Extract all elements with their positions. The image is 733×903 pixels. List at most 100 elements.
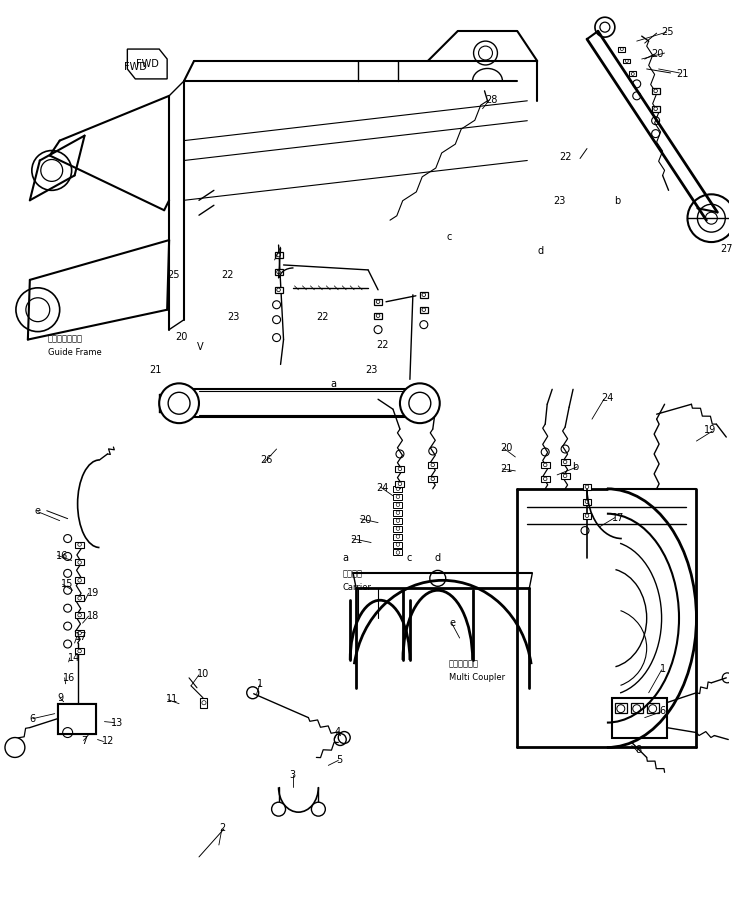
Text: 19: 19 [704, 424, 717, 434]
Text: 4: 4 [334, 726, 340, 736]
Bar [394, 550, 402, 556]
Bar [583, 499, 592, 505]
Text: 16: 16 [56, 551, 68, 561]
Text: 16: 16 [63, 672, 75, 682]
Text: 22: 22 [221, 270, 233, 280]
Bar [374, 313, 382, 320]
Text: 18: 18 [86, 610, 99, 620]
Text: 21: 21 [350, 534, 363, 544]
Text: 1: 1 [257, 678, 263, 688]
Circle shape [312, 802, 325, 816]
Text: c: c [446, 232, 452, 242]
Text: e: e [35, 505, 41, 515]
Bar [561, 460, 570, 465]
Text: 7: 7 [81, 735, 88, 745]
Text: 26: 26 [261, 454, 273, 464]
Bar [629, 72, 636, 78]
Text: 6: 6 [660, 705, 666, 715]
Text: 25: 25 [662, 27, 674, 37]
Bar [275, 287, 282, 293]
Bar [62, 710, 72, 718]
Bar [58, 704, 95, 734]
Bar [394, 510, 402, 517]
Text: 22: 22 [559, 152, 572, 162]
Bar [619, 48, 625, 52]
Text: ガイドフレーム: ガイドフレーム [48, 334, 83, 343]
Bar [75, 596, 84, 601]
Text: c: c [407, 553, 412, 563]
Text: d: d [537, 246, 543, 256]
Text: 23: 23 [553, 196, 566, 206]
Bar [394, 487, 402, 492]
Text: 20: 20 [359, 514, 372, 524]
Text: マルチカプラ: マルチカプラ [449, 658, 479, 667]
Text: 5: 5 [336, 755, 342, 765]
Text: 22: 22 [317, 312, 329, 321]
Text: 1: 1 [660, 663, 666, 673]
Bar [583, 484, 592, 490]
Text: 24: 24 [601, 393, 614, 403]
Bar [647, 703, 659, 712]
Text: 22: 22 [376, 340, 388, 349]
Text: 21: 21 [677, 69, 689, 79]
Circle shape [272, 802, 286, 816]
Text: b: b [572, 461, 578, 471]
Bar [623, 60, 630, 64]
Text: FWD: FWD [136, 59, 158, 69]
Bar [396, 481, 405, 488]
Text: 23: 23 [365, 365, 377, 375]
Bar [394, 494, 402, 500]
Bar [75, 612, 84, 619]
Text: 17: 17 [612, 512, 625, 522]
Bar [58, 704, 95, 734]
Bar [541, 477, 550, 482]
Bar [75, 710, 86, 718]
Text: 9: 9 [58, 692, 64, 702]
Bar [374, 300, 382, 305]
Circle shape [159, 384, 199, 424]
Text: b: b [614, 196, 620, 206]
Bar [631, 703, 643, 712]
Bar [275, 270, 282, 275]
Bar [615, 703, 627, 712]
Text: d: d [435, 553, 441, 563]
Text: e: e [449, 618, 456, 628]
Bar [179, 390, 418, 418]
Bar [652, 88, 660, 95]
Text: FWD: FWD [124, 62, 147, 72]
Bar [561, 473, 570, 479]
Bar [394, 526, 402, 532]
Bar [428, 477, 438, 482]
Text: 20: 20 [175, 331, 188, 341]
Bar [200, 698, 207, 708]
Text: 20: 20 [652, 49, 664, 59]
Text: 8: 8 [636, 745, 642, 755]
Text: 11: 11 [166, 693, 178, 703]
Text: 20: 20 [501, 442, 513, 452]
Text: 24: 24 [376, 482, 388, 492]
Bar [394, 502, 402, 508]
Bar [275, 253, 282, 258]
Text: 14: 14 [67, 652, 80, 662]
Text: 12: 12 [101, 735, 114, 745]
Bar [394, 534, 402, 540]
Bar [75, 648, 84, 655]
Text: 28: 28 [485, 95, 498, 105]
Bar [612, 698, 666, 738]
Bar [583, 513, 592, 519]
Text: キャリア: キャリア [342, 568, 362, 577]
Text: 21: 21 [150, 365, 161, 375]
Bar [420, 307, 428, 313]
Text: 13: 13 [111, 717, 124, 727]
Bar [394, 518, 402, 524]
Text: 17: 17 [75, 631, 87, 641]
Text: 6: 6 [30, 712, 36, 722]
Text: a: a [331, 379, 336, 389]
Text: 21: 21 [501, 463, 513, 473]
Circle shape [400, 384, 440, 424]
Bar [396, 467, 405, 472]
Text: Guide Frame: Guide Frame [48, 348, 101, 357]
Text: Multi Coupler: Multi Coupler [449, 673, 505, 682]
Bar [541, 462, 550, 469]
Circle shape [5, 738, 25, 758]
